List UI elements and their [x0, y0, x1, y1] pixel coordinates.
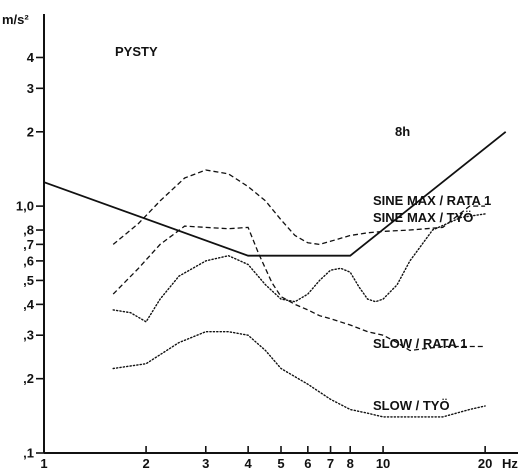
x-tick-label-3: 4	[245, 456, 253, 471]
series-layer	[43, 131, 507, 418]
axes	[43, 14, 518, 454]
x-tick-label-4: 5	[277, 456, 284, 471]
y-tick-label-10: 3	[27, 81, 34, 96]
y-tick-label-9: 2	[27, 124, 34, 139]
x-tick-label-9: 20	[478, 456, 492, 471]
annotation-8h: 8h	[395, 124, 410, 139]
y-tick-label-1: ,2	[23, 371, 34, 386]
x-tick-label-8: 10	[376, 456, 390, 471]
y-axis-ticks: ,1 ,2 ,3 ,4 ,5 ,6,7,8 1,0 2 3 4	[16, 50, 44, 461]
x-tick-label-2: 3	[202, 456, 209, 471]
x-axis-ticks: 1 2 3 4 5 6 7 8 10 20	[40, 446, 492, 471]
y-axis-title: m/s²	[2, 12, 29, 27]
y-tick-label-8: 1,0	[16, 199, 34, 214]
x-tick-label-0: 1	[40, 456, 47, 471]
y-tick-label-5: ,6	[23, 253, 34, 268]
x-axis-title: Hz	[502, 456, 518, 471]
annotation-slow-tyo: SLOW / TYÖ	[373, 398, 450, 413]
series-line-sine-max-rata-1	[112, 169, 486, 246]
x-tick-label-7: 8	[347, 456, 354, 471]
y-tick-label-0: ,1	[23, 446, 34, 461]
panel-label: PYSTY	[115, 44, 158, 59]
y-tick-label-11: 4	[27, 50, 35, 65]
annotation-slow-rata-1: SLOW / RATA 1	[373, 336, 467, 351]
series-line-8h	[43, 131, 507, 257]
y-tick-label-4: ,5	[23, 273, 34, 288]
y-tick-label-3: ,4	[23, 297, 35, 312]
y-tick-label-2: ,3	[23, 328, 34, 343]
annotation-sine-max-tyo: SINE MAX / TYÖ	[373, 210, 473, 225]
series-line-sine-max-tyo	[112, 225, 486, 352]
series-line-slow-tyo	[112, 331, 486, 418]
y-tick-label-7: ,8	[23, 223, 34, 238]
series-line-slow-rata-1	[112, 213, 486, 323]
x-tick-label-1: 2	[142, 456, 149, 471]
x-tick-label-6: 7	[327, 456, 334, 471]
y-tick-label-6: ,7	[23, 237, 34, 252]
x-tick-label-5: 6	[304, 456, 311, 471]
series-annotations: 8h SINE MAX / RATA 1 SINE MAX / TYÖ SLOW…	[373, 124, 491, 413]
annotation-sine-max-rata-1: SINE MAX / RATA 1	[373, 193, 491, 208]
